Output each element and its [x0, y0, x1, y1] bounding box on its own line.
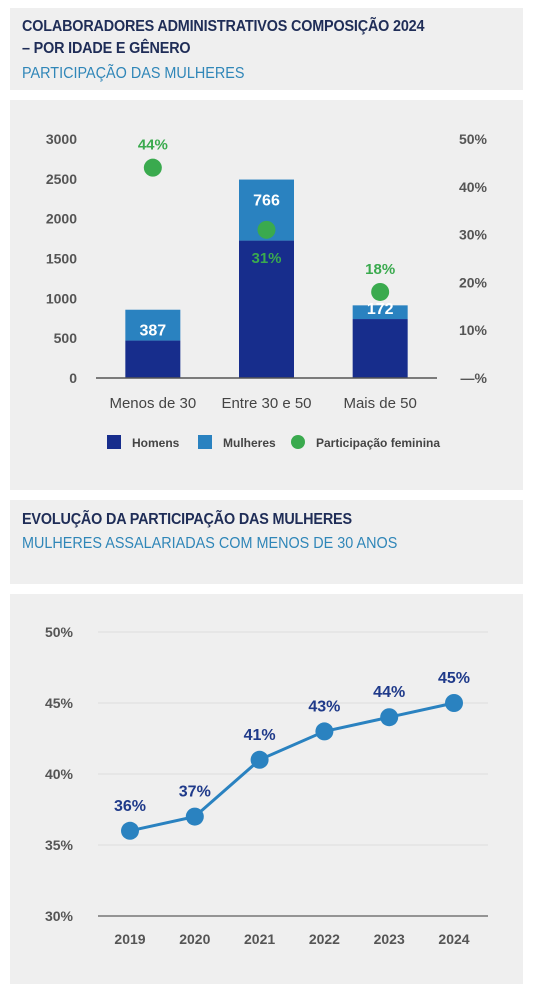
participation-label: 18% — [365, 261, 395, 278]
evolution-header: EVOLUÇÃO DA PARTICIPAÇÃO DAS MULHERES MU… — [10, 500, 523, 584]
bar-mulheres — [125, 309, 181, 341]
participation-label: 44% — [138, 137, 168, 154]
participation-label: 31% — [251, 250, 281, 267]
data-point-label: 41% — [244, 727, 276, 744]
x-category-label: Entre 30 e 50 — [221, 395, 311, 412]
x-category-label: Menos de 30 — [109, 395, 196, 412]
y-right-tick-label: 30% — [459, 227, 488, 243]
x-tick-label: 2021 — [244, 931, 275, 947]
legend-swatch — [291, 435, 305, 449]
y-left-tick-label: 0 — [69, 370, 77, 386]
series-line — [129, 701, 455, 833]
composition-subtitle: PARTICIPAÇÃO DAS MULHERES — [22, 65, 245, 82]
x-tick-label: 2019 — [114, 931, 145, 947]
data-point — [185, 807, 204, 826]
data-point-label: 43% — [308, 698, 340, 715]
x-category-label: Mais de 50 — [343, 395, 416, 412]
y-left-tick-label: 3000 — [46, 131, 77, 147]
y-right-tick-label: —% — [461, 370, 488, 386]
participation-dot — [257, 220, 276, 239]
data-point — [445, 694, 463, 712]
bar-homens — [352, 319, 408, 378]
bar-homens — [239, 240, 294, 378]
composition-chart-panel: 0 500 1000 1500 2000 2500 3000 —% 10% 20% 30% 40% 50… — [10, 100, 523, 490]
data-point-label: 45% — [438, 670, 470, 687]
y-right-tick-label: 40% — [459, 179, 488, 195]
evolution-line-chart: 30% 35% 40% 45% 50% 36% 37% 41% 43% 44% 45% 2019 202… — [45, 624, 488, 947]
bar-mulheres — [352, 305, 408, 320]
data-point-label: 36% — [114, 798, 146, 815]
data-point — [380, 708, 399, 727]
participation-dot — [371, 282, 390, 301]
y-left-tick-label: 500 — [54, 330, 78, 346]
bar-value-label: 172 — [367, 301, 394, 318]
bar-value-label: 387 — [139, 323, 166, 340]
y-left-tick-label: 2500 — [46, 171, 77, 187]
x-tick-label: 2024 — [438, 931, 469, 947]
y-tick-label: 40% — [45, 766, 74, 782]
y-tick-label: 50% — [45, 624, 74, 640]
bar-value-label: 766 — [253, 193, 280, 210]
x-tick-label: 2022 — [309, 931, 340, 947]
composition-title-line1: COLABORADORES ADMINISTRATIVOS COMPOSIÇÃO… — [22, 18, 425, 35]
evolution-title: EVOLUÇÃO DA PARTICIPAÇÃO DAS MULHERES — [22, 511, 352, 528]
data-point-label: 44% — [373, 684, 405, 701]
y-tick-label: 45% — [45, 695, 74, 711]
evolution-chart-panel: 30% 35% 40% 45% 50% 36% 37% 41% 43% 44% 45% 2019 202… — [10, 594, 523, 984]
y-tick-label: 30% — [45, 908, 74, 924]
legend-label: Participação feminina — [316, 436, 440, 450]
x-tick-label: 2023 — [374, 931, 405, 947]
data-point — [250, 750, 269, 769]
y-left-tick-label: 1500 — [46, 251, 77, 267]
y-right-tick-label: 10% — [459, 322, 488, 338]
y-right-tick-label: 50% — [459, 131, 488, 147]
composition-header: COLABORADORES ADMINISTRATIVOS COMPOSIÇÃO… — [10, 8, 523, 90]
x-tick-label: 2020 — [179, 931, 210, 947]
legend-label: Mulheres — [223, 436, 276, 450]
bar-homens — [125, 340, 181, 378]
composition-title-line2: – POR IDADE E GÊNERO — [22, 40, 191, 57]
legend-swatch — [107, 435, 121, 449]
data-point — [121, 821, 139, 840]
y-tick-label: 35% — [45, 837, 74, 853]
data-point-label: 37% — [179, 784, 211, 801]
participation-dot — [143, 158, 162, 177]
y-left-tick-label: 1000 — [46, 290, 77, 306]
y-left-tick-label: 2000 — [46, 211, 77, 227]
legend-swatch — [198, 435, 212, 449]
data-point — [315, 722, 334, 741]
composition-stacked-bar-chart: 0 500 1000 1500 2000 2500 3000 —% 10% 20% 30% 40% 50… — [46, 131, 488, 450]
legend-label: Homens — [132, 436, 180, 450]
y-right-tick-label: 20% — [459, 274, 488, 290]
evolution-subtitle: MULHERES ASSALARIADAS COM MENOS DE 30 AN… — [22, 535, 398, 552]
